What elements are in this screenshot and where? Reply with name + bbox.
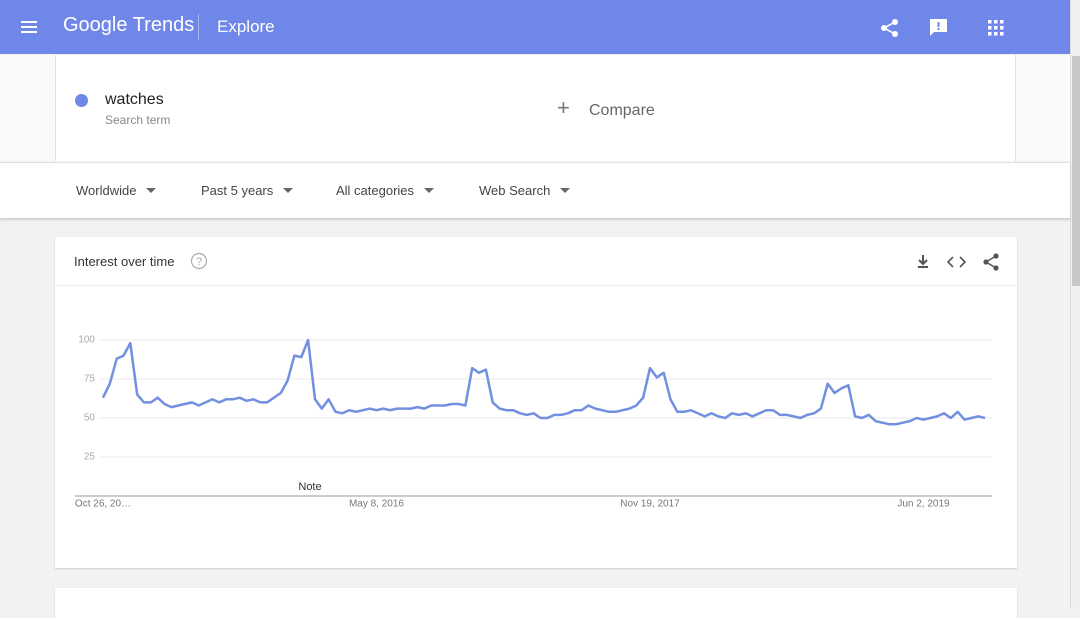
card-actions[interactable] [915, 252, 1005, 272]
menu-icon[interactable] [20, 18, 40, 36]
annotation: Note [298, 481, 321, 493]
term: watches [105, 91, 164, 108]
filter-bar: Worldwide Past 5 years All categories Web S… [0, 162, 1070, 218]
y-tick-label: 50 [84, 413, 96, 424]
filter-label: All categories [336, 183, 415, 198]
plus-icon: + [557, 95, 570, 120]
filter-label: Worldwide [76, 183, 137, 198]
svg-text:?: ? [196, 256, 202, 268]
search-term-box[interactable]: watches Search term [55, 55, 536, 161]
share-icon[interactable] [880, 18, 900, 38]
card-divider [55, 285, 1017, 286]
filter-label: Past 5 years [201, 183, 274, 198]
compare: Compare [589, 102, 655, 119]
filter-dropdown[interactable]: Past 5 years [201, 183, 294, 198]
caret [560, 188, 571, 193]
section-title: Explore [217, 17, 275, 36]
x-tick-label: Oct 26, 20… [75, 499, 131, 510]
filter-label: Web Search [479, 183, 551, 198]
filter-dropdown[interactable]: Worldwide [76, 183, 157, 198]
filter-dropdown[interactable]: Web Search [479, 183, 571, 198]
x-tick-label: Jun 2, 2019 [897, 499, 950, 510]
header: Google Trends Explore [0, 0, 1070, 54]
scrollbar[interactable] [1070, 0, 1080, 608]
term-type: Search term [105, 113, 171, 127]
card-title: Interest over time [74, 254, 175, 269]
x-tick-label: May 8, 2016 [349, 499, 404, 510]
compare-box[interactable]: + Compare [535, 55, 1016, 161]
chart: 25 50 75 100 Oct 26, 20… May 8, 2016 Nov 19, 2… [75, 335, 992, 510]
y-tick-label: 25 [84, 452, 96, 463]
y-tick-label: 100 [78, 335, 95, 346]
trend-line [101, 338, 986, 426]
divider [198, 14, 199, 40]
help-icon[interactable]: ? [190, 252, 208, 270]
feedback-icon[interactable] [929, 18, 949, 38]
y-tick-label: 75 [84, 374, 96, 385]
term-dot [75, 94, 88, 107]
caret [146, 188, 157, 193]
apps-icon[interactable] [988, 20, 1004, 36]
logo[interactable]: Google Trends [63, 14, 195, 36]
caret [283, 188, 294, 193]
x-tick-label: Nov 19, 2017 [620, 499, 680, 510]
card: Interest over time ? [55, 237, 1017, 568]
caret [424, 188, 435, 193]
filter-dropdown[interactable]: All categories [336, 183, 435, 198]
